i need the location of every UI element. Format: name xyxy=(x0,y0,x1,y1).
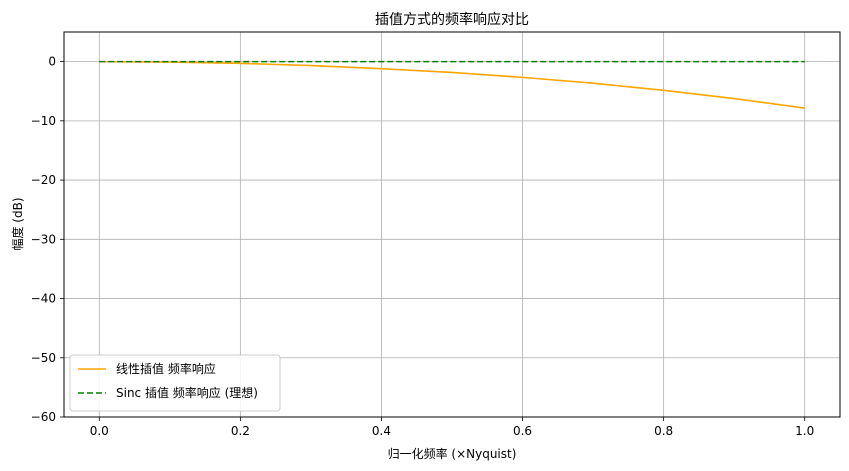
legend-label-1: 线性插值 频率响应 xyxy=(116,361,216,376)
x-tick-label: 0.2 xyxy=(231,424,250,438)
x-tick-label: 0.8 xyxy=(654,424,673,438)
series-line-1 xyxy=(99,60,805,109)
series-group xyxy=(99,60,805,109)
legend-label-2: Sinc 插值 频率响应 (理想) xyxy=(116,385,258,400)
y-tick-label: −50 xyxy=(31,351,56,365)
y-axis: 0 −10 −20 −30 −40 −50 −60 xyxy=(31,55,64,424)
x-tick-label: 0.0 xyxy=(90,424,109,438)
legend-box xyxy=(69,354,281,412)
grid xyxy=(64,32,840,418)
x-axis: 0.0 0.2 0.4 0.6 0.8 1.0 xyxy=(90,417,814,438)
y-tick-label: −60 xyxy=(31,410,56,424)
chart-title: 插值方式的频率响应对比 xyxy=(375,11,529,28)
x-axis-label: 归一化频率 (×Nyquist) xyxy=(388,446,517,461)
x-tick-label: 0.6 xyxy=(513,424,532,438)
legend: 线性插值 频率响应 Sinc 插值 频率响应 (理想) xyxy=(69,354,281,412)
x-tick-label: 1.0 xyxy=(795,424,814,438)
x-tick-label: 0.4 xyxy=(372,424,391,438)
y-tick-label: −30 xyxy=(31,232,56,246)
y-tick-label: 0 xyxy=(48,55,56,69)
y-axis-label: 幅度 (dB) xyxy=(10,197,25,250)
y-tick-label: −20 xyxy=(31,173,56,187)
y-tick-label: −10 xyxy=(31,114,56,128)
plot-frame xyxy=(63,31,841,418)
y-tick-label: −40 xyxy=(31,292,56,306)
